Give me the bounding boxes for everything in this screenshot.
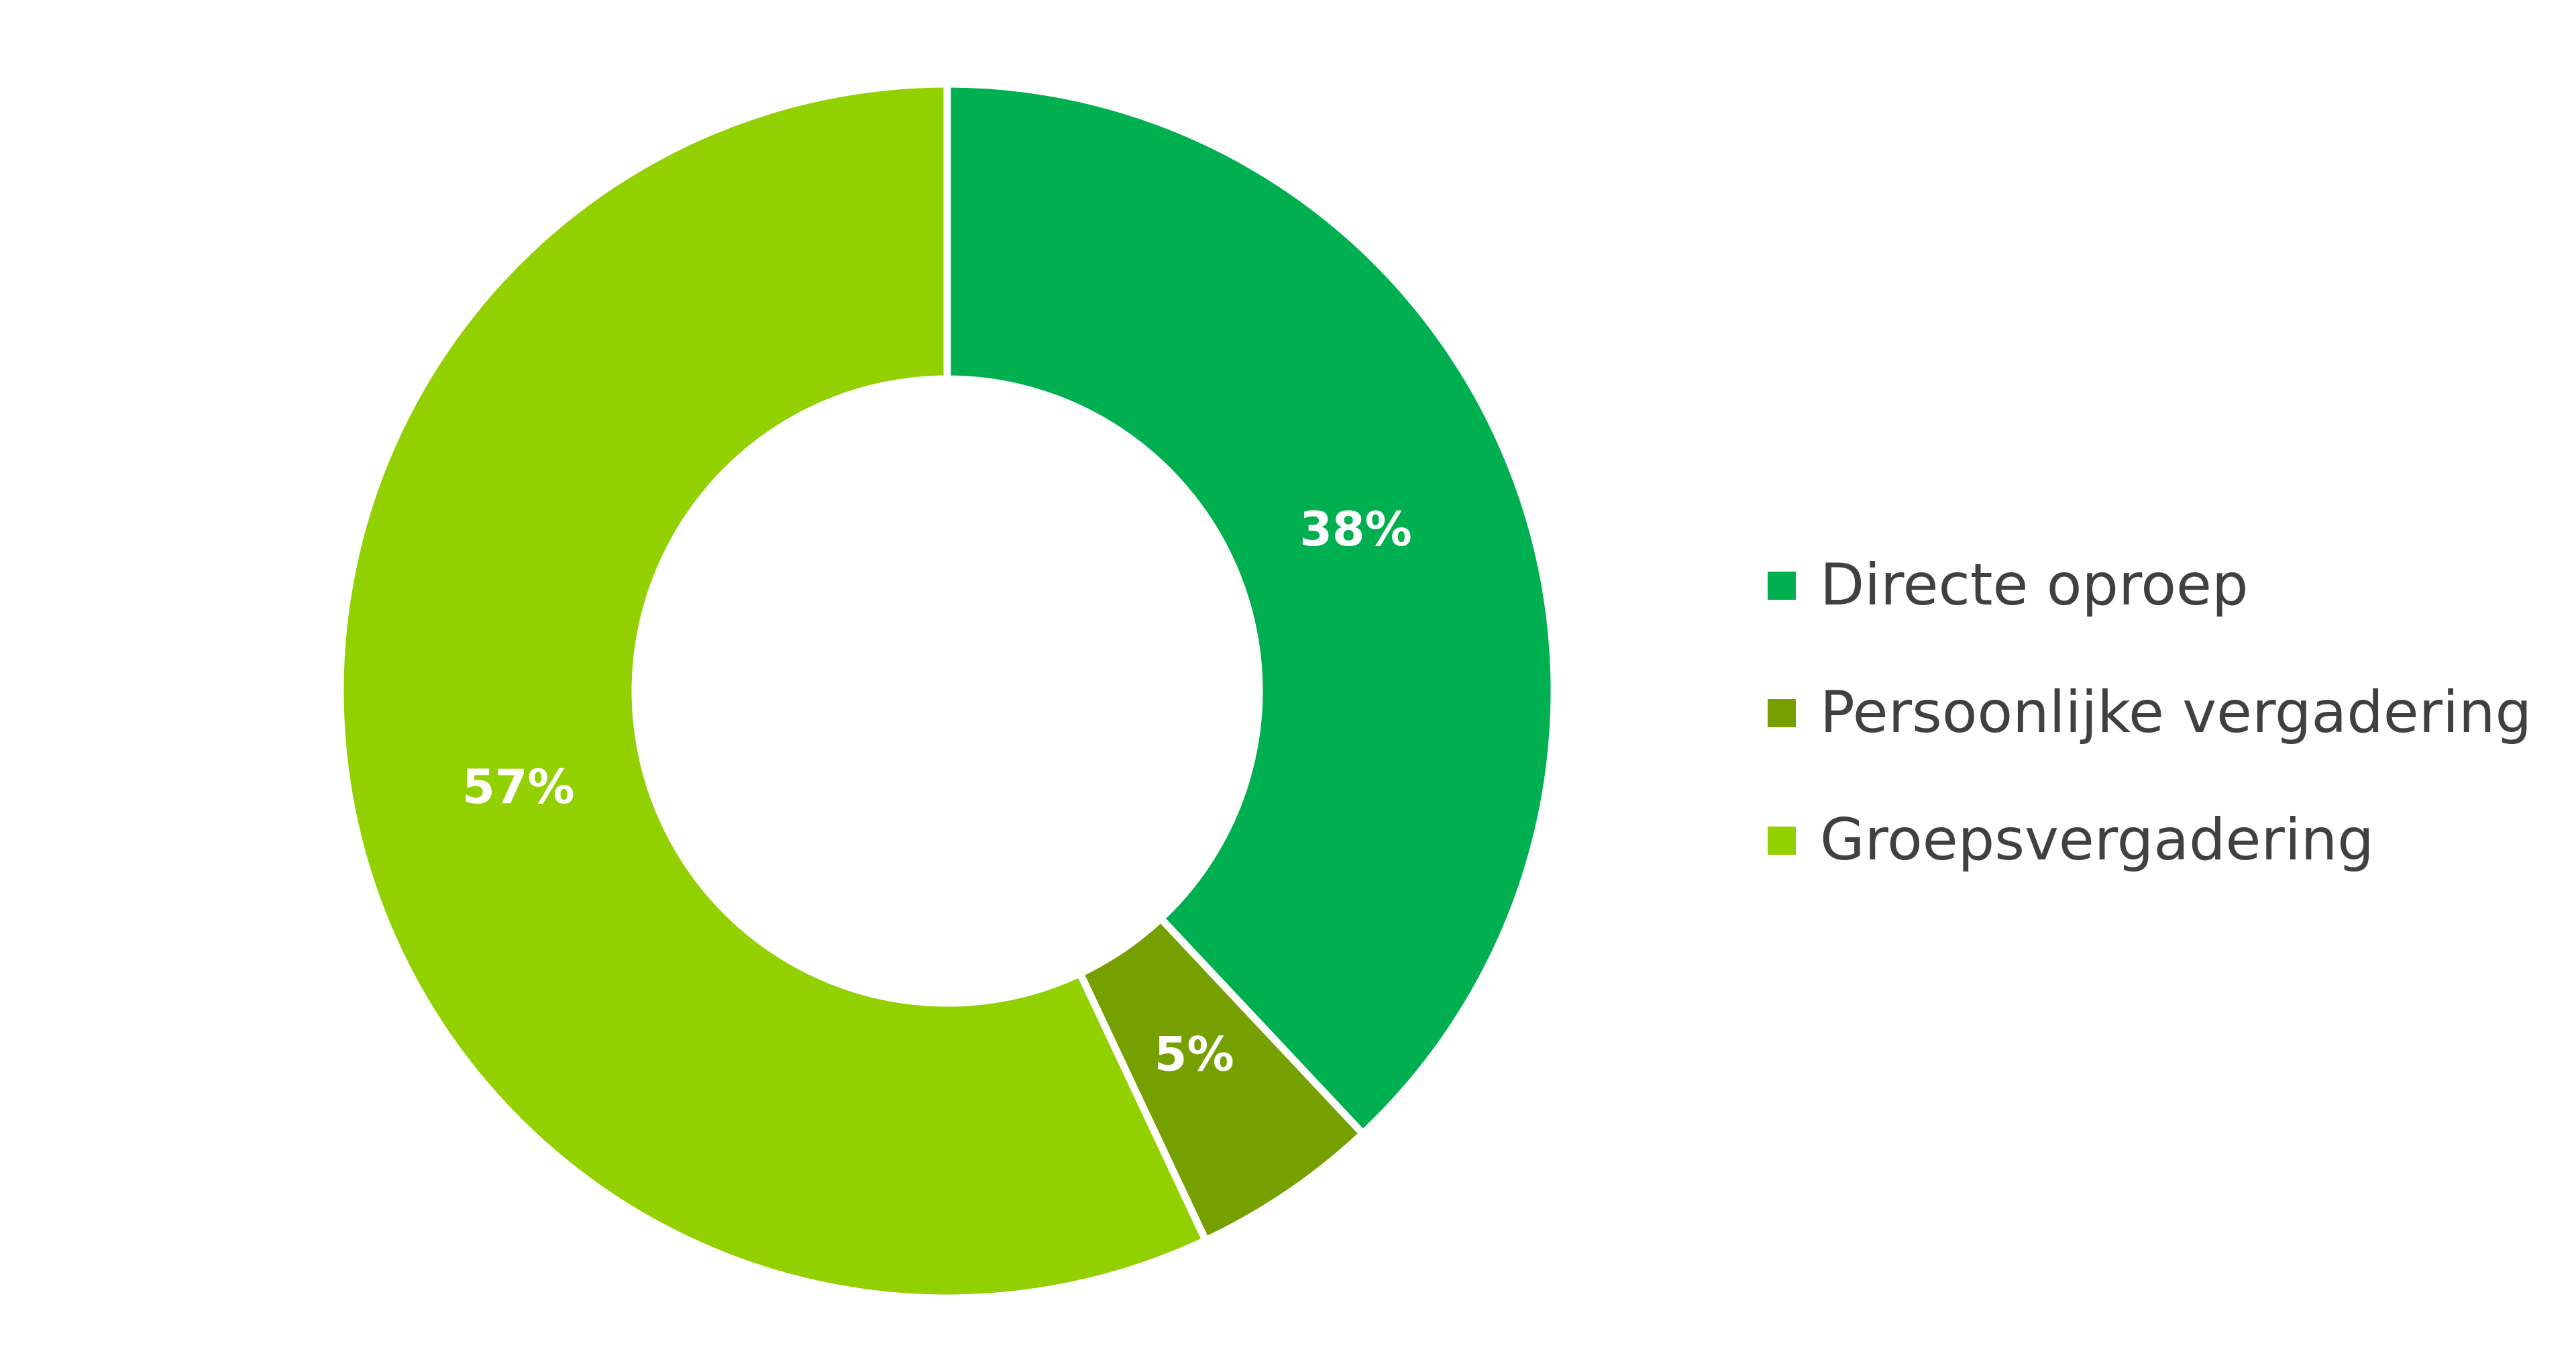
slice-label-groepsvergadering: 57% bbox=[462, 759, 575, 814]
slice-directe-oproep[interactable] bbox=[943, 80, 1558, 1139]
legend-label-persoonlijke-vergadering: Persoonlijke vergadering bbox=[1820, 679, 2532, 746]
donut-slices bbox=[336, 80, 1558, 1302]
legend-swatch-persoonlijke-vergadering bbox=[1768, 698, 1796, 727]
slice-groepsvergadering[interactable] bbox=[336, 80, 1211, 1302]
legend-label-groepsvergadering: Groepsvergadering bbox=[1820, 806, 2374, 874]
legend-item-directe-oproep[interactable]: Directe oproep bbox=[1768, 553, 2532, 617]
legend-item-groepsvergadering[interactable]: Groepsvergadering bbox=[1768, 808, 2532, 872]
legend-swatch-groepsvergadering bbox=[1768, 826, 1796, 855]
slice-label-directe-oproep: 38% bbox=[1299, 502, 1412, 557]
legend-item-persoonlijke-vergadering[interactable]: Persoonlijke vergadering bbox=[1768, 681, 2532, 745]
legend-swatch-directe-oproep bbox=[1768, 571, 1796, 600]
legend-label-directe-oproep: Directe oproep bbox=[1820, 551, 2249, 619]
slice-labels: 38% 5% 57% bbox=[462, 502, 1412, 1082]
slice-label-persoonlijke-vergadering: 5% bbox=[1155, 1027, 1234, 1082]
chart-legend: Directe oproep Persoonlijke vergadering … bbox=[1768, 553, 2532, 872]
